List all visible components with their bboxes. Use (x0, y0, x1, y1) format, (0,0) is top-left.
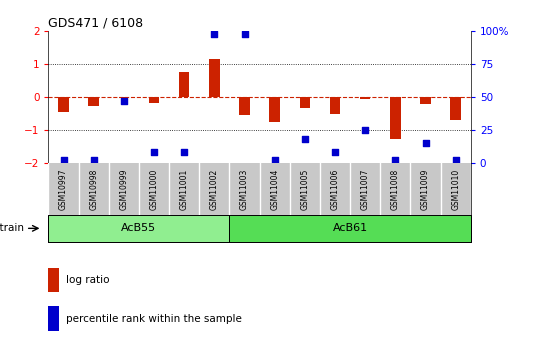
Point (119, 98, 128, 104)
Text: GDS471 / 6108: GDS471 / 6108 (48, 17, 144, 30)
Point (89, 157, 98, 163)
Bar (239, 97, 250, 115)
Bar (58, 97, 69, 112)
Text: GSM11004: GSM11004 (270, 168, 279, 209)
Point (59, 157, 68, 163)
Bar (229, 215, 471, 242)
Bar (270, 97, 280, 122)
Bar (360, 97, 371, 99)
Text: GSM11006: GSM11006 (330, 168, 339, 209)
Bar (118, 97, 129, 98)
Point (150, 149, 158, 155)
Point (391, 157, 400, 163)
Bar (48, 268, 59, 292)
Text: percentile rank within the sample: percentile rank within the sample (66, 314, 242, 324)
Text: log ratio: log ratio (66, 275, 109, 285)
Point (361, 127, 370, 132)
Bar (209, 59, 220, 97)
Point (451, 157, 460, 163)
Text: GSM10998: GSM10998 (89, 168, 98, 209)
Point (240, 31, 249, 37)
Point (421, 140, 430, 146)
Text: GSM11009: GSM11009 (421, 168, 430, 209)
Text: GSM10997: GSM10997 (59, 168, 68, 210)
Text: GSM11002: GSM11002 (210, 168, 219, 209)
Bar (450, 97, 461, 120)
Bar (148, 97, 159, 103)
Text: GSM11010: GSM11010 (451, 168, 460, 209)
Text: GSM11003: GSM11003 (240, 168, 249, 209)
Text: GSM11000: GSM11000 (150, 168, 159, 209)
Bar (330, 97, 340, 114)
Bar (88, 97, 99, 106)
Point (301, 136, 309, 142)
Point (180, 149, 188, 155)
Bar (48, 215, 229, 242)
Text: GSM11007: GSM11007 (360, 168, 370, 209)
Text: AcB55: AcB55 (122, 223, 157, 233)
Text: GSM11001: GSM11001 (180, 168, 189, 209)
Bar (179, 72, 189, 97)
Bar (300, 97, 310, 108)
Point (271, 157, 279, 163)
Bar (48, 306, 59, 331)
Point (210, 31, 218, 37)
Text: AcB61: AcB61 (332, 223, 367, 233)
Text: GSM11005: GSM11005 (300, 168, 309, 209)
Bar (390, 97, 401, 139)
Text: GSM11008: GSM11008 (391, 168, 400, 209)
Text: strain: strain (0, 223, 24, 233)
Text: GSM10999: GSM10999 (119, 168, 129, 210)
Point (331, 149, 339, 155)
Bar (420, 97, 431, 104)
